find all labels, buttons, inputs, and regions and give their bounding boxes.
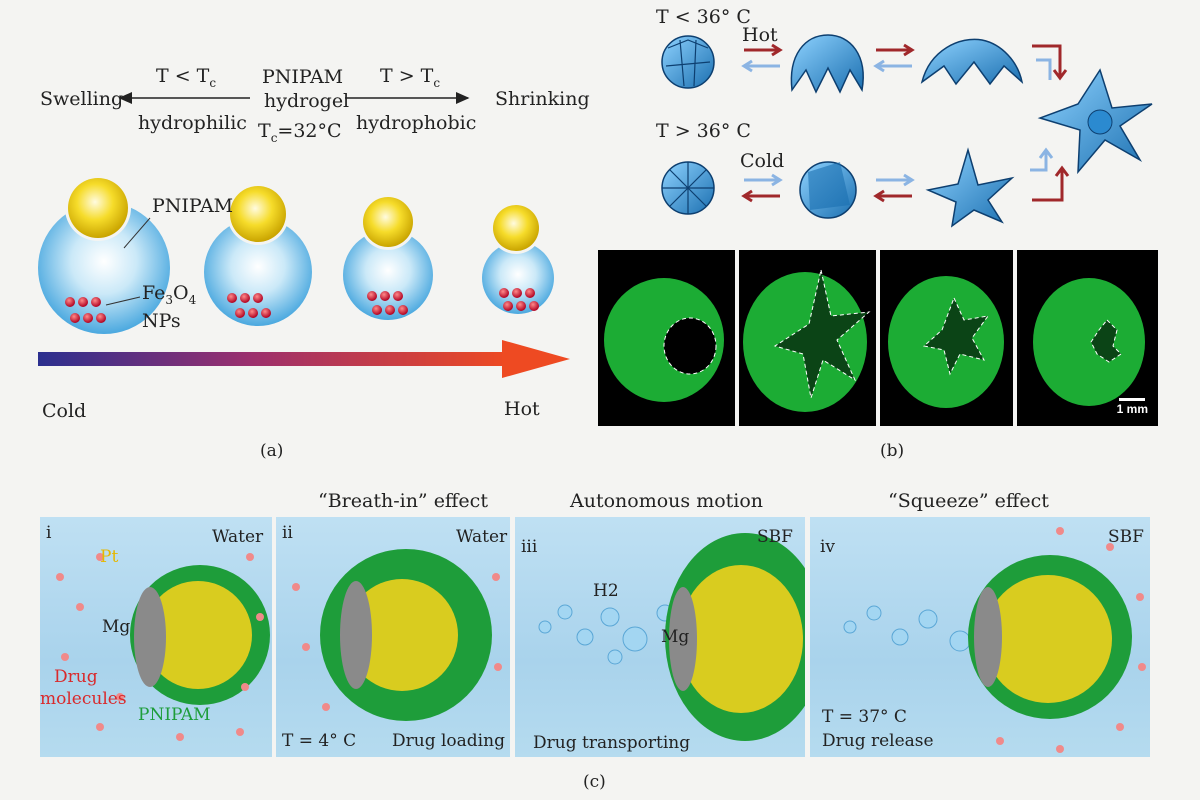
janus-particle-4 — [482, 202, 554, 314]
swelling-label: Swelling — [40, 88, 124, 110]
pnipam-label: PNIPAM — [152, 195, 234, 217]
opening-star-bottom — [925, 147, 1015, 228]
micrograph-3 — [880, 250, 1013, 426]
subpanel-i: i Water Pt Mg Drug molecules PNIPAM — [40, 517, 272, 757]
open-gripper-top — [920, 38, 1024, 86]
mg-label-iii: Mg — [661, 627, 690, 647]
hot-arrow-label: Hot — [742, 24, 778, 46]
subpanel-iv-medium: SBF — [1108, 527, 1144, 547]
subpanel-ii: ii Water T = 4° C Drug loading — [276, 517, 510, 757]
temperature-gradient-arrow — [38, 340, 570, 378]
pt-label: Pt — [100, 547, 119, 567]
h2-label: H2 — [593, 581, 619, 601]
top-condition: T < 36° C — [656, 6, 751, 28]
micrograph-4: 1 mm — [1017, 250, 1158, 426]
center-line2: hydrogel — [264, 90, 350, 112]
janus-particle-3 — [343, 194, 433, 320]
caption-b: (b) — [880, 441, 905, 461]
bottom-row-arrows — [741, 147, 1070, 203]
opening-gripper-top — [790, 34, 864, 94]
janus-particle-2 — [204, 183, 312, 326]
subpanel-iii: iii SBF H2 Mg Drug transporting — [515, 517, 805, 757]
center-transition-temp: Tc=32°C — [258, 120, 342, 145]
right-condition: T > Tc — [380, 65, 441, 90]
subpanel-ii-number: ii — [282, 523, 293, 543]
center-line1: PNIPAM — [262, 66, 344, 88]
fe3o4-label: Fe3O4 — [142, 282, 197, 307]
header-breath-in: “Breath-in” effect — [318, 490, 488, 512]
caption-c: (c) — [583, 772, 606, 792]
subpanel-iii-action: Drug transporting — [533, 733, 691, 753]
hot-label: Hot — [504, 398, 540, 420]
header-autonomous-motion: Autonomous motion — [570, 490, 764, 512]
subpanel-i-number: i — [46, 523, 52, 543]
subpanel-ii-action: Drug loading — [392, 731, 505, 751]
cold-label: Cold — [42, 400, 87, 422]
right-property: hydrophobic — [356, 112, 477, 134]
shrinking-label: Shrinking — [495, 88, 590, 110]
left-condition: T < Tc — [156, 65, 217, 90]
caption-a: (a) — [260, 441, 284, 461]
closed-gripper-top — [661, 35, 715, 89]
subpanel-iv-action: Drug release — [822, 731, 934, 751]
janus-particle-1 — [38, 175, 170, 334]
scale-bar: 1 mm — [1117, 398, 1148, 416]
left-property: hydrophilic — [138, 112, 247, 134]
subpanel-iii-number: iii — [521, 537, 538, 557]
subpanel-i-medium: Water — [212, 527, 264, 547]
subpanel-iv-temp: T = 37° C — [822, 707, 907, 727]
flat-star-gripper — [1037, 68, 1153, 175]
panel-a-graphics — [38, 92, 570, 378]
subpanel-ii-medium: Water — [456, 527, 508, 547]
closed-gripper-bottom — [661, 161, 715, 215]
mg-label: Mg — [102, 617, 131, 637]
pnipam-c-label: PNIPAM — [138, 705, 211, 725]
subpanel-iv-number: iv — [820, 537, 836, 557]
subpanel-iv: iv SBF T = 37° C Drug release — [810, 517, 1150, 757]
drug-label-1: Drug — [54, 667, 98, 687]
nps-label: NPs — [142, 310, 181, 332]
gripper-schematic — [661, 34, 1153, 228]
closing-gripper-bottom — [799, 161, 857, 219]
micrograph-1 — [598, 250, 735, 426]
bottom-condition: T > 36° C — [656, 120, 751, 142]
subpanel-ii-temp: T = 4° C — [282, 731, 357, 751]
cold-arrow-label: Cold — [740, 150, 785, 172]
subpanel-iii-medium: SBF — [757, 527, 793, 547]
micrograph-2 — [739, 250, 876, 426]
top-row-arrows — [741, 43, 1068, 81]
drug-label-2: molecules — [40, 689, 127, 709]
header-squeeze: “Squeeze” effect — [888, 490, 1049, 512]
